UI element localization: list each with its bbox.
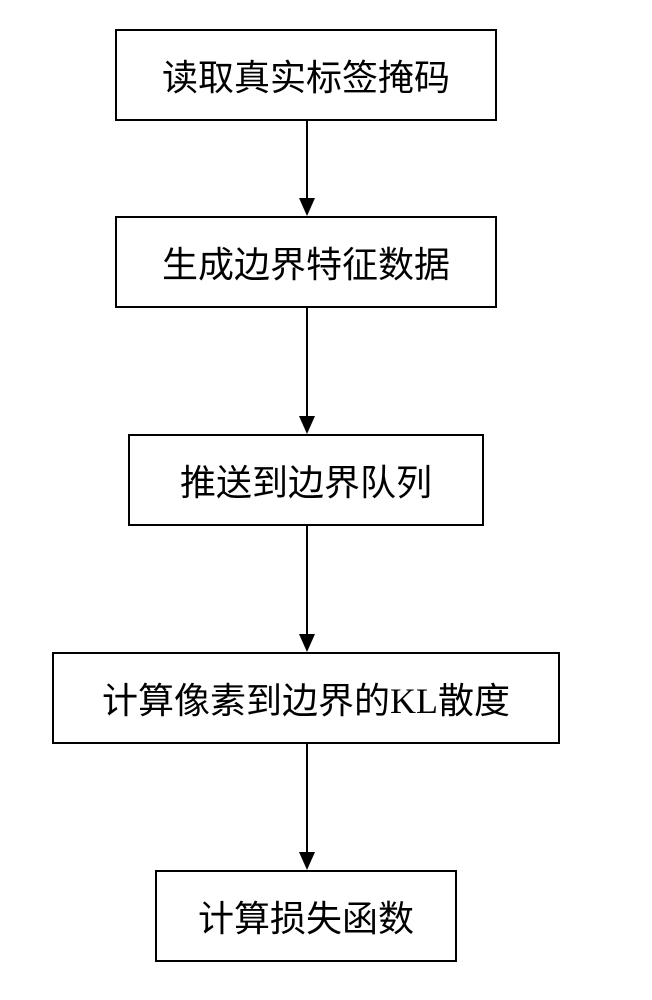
- flow-node-n4: 计算像素到边界的KL散度: [52, 652, 560, 744]
- flow-node-label: 计算损失函数: [198, 890, 414, 942]
- flow-edge-n3-n4: [306, 526, 308, 634]
- flowchart-container: 读取真实标签掩码生成边界特征数据推送到边界队列计算像素到边界的KL散度计算损失函…: [0, 0, 652, 1000]
- flow-node-n5: 计算损失函数: [155, 870, 457, 962]
- flow-edge-n1-n2: [306, 121, 308, 198]
- flow-node-n3: 推送到边界队列: [128, 434, 484, 526]
- flow-node-n2: 生成边界特征数据: [115, 216, 497, 308]
- flow-node-label: 生成边界特征数据: [162, 236, 450, 288]
- flow-node-label: 推送到边界队列: [180, 454, 432, 506]
- flow-node-n1: 读取真实标签掩码: [115, 29, 497, 121]
- arrow-head-icon: [299, 416, 315, 434]
- flow-node-label: 计算像素到边界的KL散度: [102, 672, 510, 724]
- arrow-head-icon: [299, 634, 315, 652]
- flow-edge-n2-n3: [306, 308, 308, 416]
- arrow-head-icon: [299, 852, 315, 870]
- flow-edge-n4-n5: [306, 744, 308, 852]
- arrow-head-icon: [299, 198, 315, 216]
- flow-node-label: 读取真实标签掩码: [162, 49, 450, 101]
